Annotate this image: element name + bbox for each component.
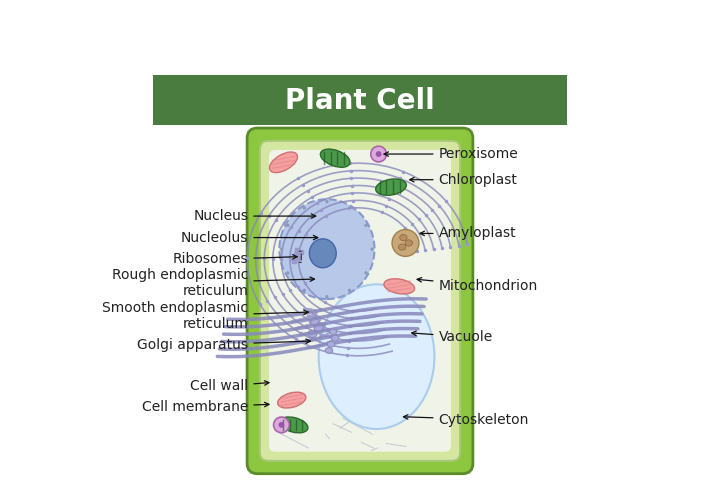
Ellipse shape	[329, 329, 337, 335]
Text: Peroxisome: Peroxisome	[384, 147, 518, 161]
Text: Mitochondrion: Mitochondrion	[417, 278, 538, 293]
Ellipse shape	[371, 247, 374, 251]
Ellipse shape	[364, 271, 368, 275]
Text: Chloroplast: Chloroplast	[410, 173, 518, 186]
Ellipse shape	[400, 234, 407, 241]
Ellipse shape	[398, 244, 406, 250]
Ellipse shape	[302, 206, 306, 210]
Ellipse shape	[280, 247, 284, 251]
Ellipse shape	[384, 279, 415, 294]
Ellipse shape	[286, 224, 289, 227]
Text: Ribosomes: Ribosomes	[173, 253, 297, 267]
Ellipse shape	[302, 289, 306, 292]
Ellipse shape	[405, 240, 413, 246]
Ellipse shape	[376, 179, 406, 196]
Ellipse shape	[269, 152, 297, 173]
Text: Nucleolus: Nucleolus	[181, 230, 318, 244]
Ellipse shape	[314, 324, 323, 332]
Ellipse shape	[279, 422, 284, 428]
Ellipse shape	[392, 229, 419, 257]
Ellipse shape	[278, 392, 306, 408]
Ellipse shape	[325, 200, 328, 203]
Text: Plant Cell: Plant Cell	[285, 87, 435, 115]
Text: Cell wall: Cell wall	[190, 380, 269, 394]
Ellipse shape	[325, 348, 333, 353]
FancyBboxPatch shape	[260, 141, 460, 461]
Text: Cytoskeleton: Cytoskeleton	[403, 413, 529, 426]
Ellipse shape	[376, 151, 382, 157]
Text: Nucleus: Nucleus	[194, 209, 315, 223]
Text: Amyloplast: Amyloplast	[420, 226, 516, 240]
Ellipse shape	[364, 224, 368, 227]
Ellipse shape	[331, 335, 339, 341]
Ellipse shape	[371, 146, 387, 162]
FancyBboxPatch shape	[153, 76, 567, 125]
Ellipse shape	[308, 330, 317, 338]
Ellipse shape	[328, 341, 335, 347]
Text: Rough endoplasmic
reticulum: Rough endoplasmic reticulum	[112, 268, 315, 298]
Text: Cell membrane: Cell membrane	[142, 400, 269, 414]
Ellipse shape	[348, 206, 351, 210]
FancyBboxPatch shape	[247, 128, 473, 474]
Ellipse shape	[280, 417, 308, 433]
Text: Golgi apparatus: Golgi apparatus	[138, 338, 310, 352]
Text: Vacuole: Vacuole	[412, 330, 492, 344]
Ellipse shape	[325, 295, 328, 298]
Ellipse shape	[310, 318, 319, 325]
Ellipse shape	[319, 284, 434, 429]
FancyBboxPatch shape	[269, 150, 451, 452]
Ellipse shape	[274, 417, 289, 433]
Ellipse shape	[310, 239, 336, 268]
Text: Smooth endoplasmic
reticulum: Smooth endoplasmic reticulum	[102, 301, 308, 331]
Ellipse shape	[279, 199, 374, 299]
Ellipse shape	[348, 289, 351, 292]
Ellipse shape	[286, 271, 289, 275]
Ellipse shape	[320, 149, 350, 167]
